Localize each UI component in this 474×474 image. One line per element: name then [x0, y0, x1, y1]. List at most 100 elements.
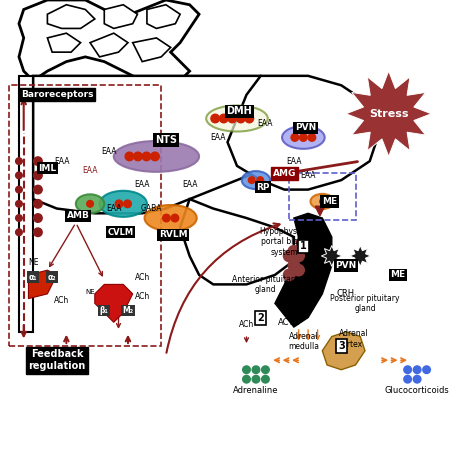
Circle shape [404, 366, 411, 374]
Polygon shape [275, 213, 332, 327]
Circle shape [34, 200, 42, 208]
Ellipse shape [114, 141, 199, 172]
Circle shape [404, 375, 411, 383]
Text: EAA: EAA [106, 204, 121, 213]
Ellipse shape [282, 126, 325, 149]
Circle shape [16, 158, 22, 164]
Text: Feedback
regulation: Feedback regulation [28, 349, 85, 372]
Circle shape [262, 375, 269, 383]
Text: EAA: EAA [182, 181, 197, 189]
Ellipse shape [145, 205, 197, 231]
Text: EAA: EAA [301, 171, 316, 180]
Text: EAA: EAA [101, 147, 117, 156]
Text: GABA: GABA [141, 204, 163, 213]
Polygon shape [90, 33, 128, 57]
Text: AMB: AMB [67, 211, 90, 220]
Text: AMG: AMG [273, 169, 296, 178]
Polygon shape [33, 76, 294, 213]
Circle shape [163, 214, 170, 222]
Circle shape [283, 250, 295, 262]
Text: EAA: EAA [54, 157, 69, 165]
Ellipse shape [206, 106, 268, 132]
Circle shape [34, 171, 42, 180]
Text: β₁: β₁ [100, 306, 109, 315]
Text: Stress: Stress [369, 109, 409, 119]
Text: Adrenal
medulla: Adrenal medulla [288, 332, 319, 351]
Text: 3: 3 [338, 341, 345, 351]
Text: M₂: M₂ [122, 306, 134, 315]
Polygon shape [180, 199, 294, 284]
Circle shape [124, 200, 131, 208]
Polygon shape [47, 5, 95, 28]
Text: Hypophyseal
portal blood
system: Hypophyseal portal blood system [260, 227, 309, 256]
Text: RP: RP [256, 183, 270, 191]
Circle shape [171, 214, 179, 222]
Text: EAA: EAA [82, 166, 98, 175]
Text: EAA: EAA [286, 157, 301, 165]
Polygon shape [350, 246, 371, 266]
Polygon shape [19, 76, 33, 332]
Text: 1: 1 [300, 241, 307, 252]
Circle shape [16, 201, 22, 207]
Polygon shape [321, 246, 342, 266]
Ellipse shape [310, 194, 334, 209]
Circle shape [115, 200, 123, 208]
Circle shape [142, 152, 151, 161]
Ellipse shape [76, 194, 104, 213]
Text: Adrenaline: Adrenaline [233, 386, 279, 395]
Circle shape [34, 157, 42, 165]
Text: Posterior pituitary
gland: Posterior pituitary gland [330, 294, 400, 313]
Circle shape [237, 114, 245, 123]
Circle shape [423, 366, 430, 374]
Polygon shape [19, 0, 199, 85]
Circle shape [34, 214, 42, 222]
Polygon shape [322, 332, 365, 370]
Text: EAA: EAA [210, 133, 226, 142]
Text: IML: IML [38, 164, 56, 173]
Circle shape [16, 186, 22, 193]
Text: NTS: NTS [155, 135, 177, 145]
Text: Anterior pituitary
gland: Anterior pituitary gland [232, 275, 299, 294]
Circle shape [34, 228, 42, 237]
Circle shape [125, 152, 134, 161]
Text: DMH: DMH [227, 106, 252, 117]
Circle shape [151, 152, 159, 161]
Text: ME: ME [391, 271, 406, 279]
Text: EAA: EAA [135, 181, 150, 189]
Text: PVN: PVN [295, 124, 316, 132]
Polygon shape [95, 284, 133, 322]
Text: α₂: α₂ [48, 273, 56, 282]
Text: CRH: CRH [337, 290, 355, 298]
Text: Glucocorticoids: Glucocorticoids [385, 386, 449, 395]
Text: ACh: ACh [54, 296, 69, 305]
Circle shape [248, 177, 255, 183]
Text: Baroreceptors: Baroreceptors [21, 91, 93, 99]
Text: α₁: α₁ [29, 273, 37, 282]
Circle shape [34, 185, 42, 194]
Text: Adrenal
cortex: Adrenal cortex [339, 329, 368, 348]
Polygon shape [104, 5, 137, 28]
Circle shape [243, 375, 250, 383]
Ellipse shape [242, 171, 270, 189]
Circle shape [16, 172, 22, 179]
Circle shape [288, 260, 300, 271]
Polygon shape [28, 270, 57, 299]
Circle shape [413, 366, 421, 374]
Text: ME: ME [322, 197, 337, 206]
Text: ACh: ACh [239, 320, 254, 329]
Circle shape [300, 134, 307, 141]
Circle shape [252, 375, 260, 383]
Text: EAA: EAA [258, 119, 273, 128]
Text: 2: 2 [257, 312, 264, 323]
Text: ACh: ACh [135, 292, 150, 301]
Polygon shape [228, 76, 379, 190]
Circle shape [262, 366, 269, 374]
Text: PVN: PVN [336, 261, 356, 270]
Polygon shape [147, 5, 180, 28]
Circle shape [252, 366, 260, 374]
Text: CVLM: CVLM [108, 228, 134, 237]
Polygon shape [346, 71, 431, 156]
Text: ACTH: ACTH [278, 318, 301, 327]
Circle shape [134, 152, 142, 161]
Polygon shape [315, 206, 325, 216]
